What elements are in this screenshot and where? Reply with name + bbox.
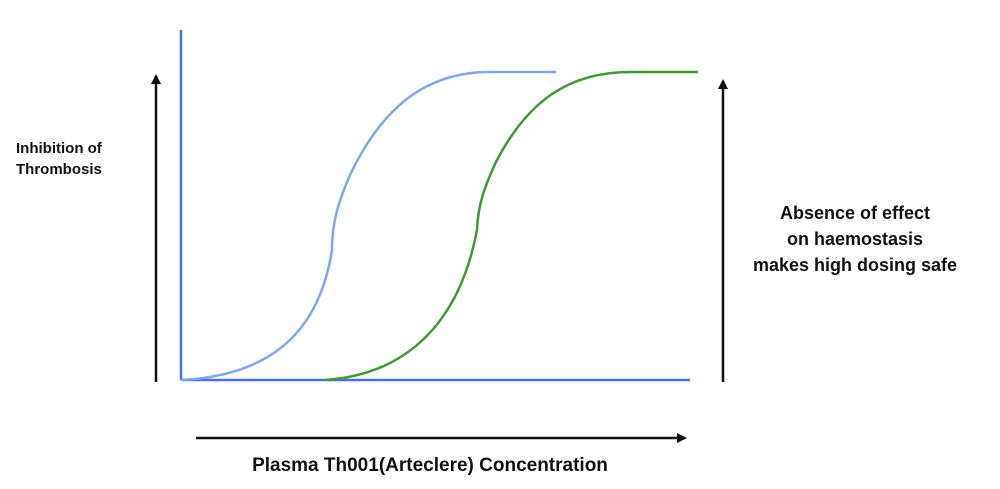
y-axis-label: Inhibition of Thrombosis <box>16 138 156 180</box>
y-axis-label-line-1: Inhibition of <box>16 140 102 157</box>
blue-response-curve <box>180 70 556 382</box>
right-annotation-line-2: on haemostasis <box>786 229 924 249</box>
right-annotation: Absence of effect on haemostasis makes h… <box>720 200 990 278</box>
right-annotation-line-3: makes high dosing safe <box>752 255 958 275</box>
right-annotation-line-1: Absence of effect <box>779 203 931 223</box>
green-response-curve <box>324 70 698 382</box>
y-axis-label-line-2: Thrombosis <box>16 161 102 178</box>
x-axis-label: Plasma Th001(Arteclere) Concentration <box>252 455 608 476</box>
